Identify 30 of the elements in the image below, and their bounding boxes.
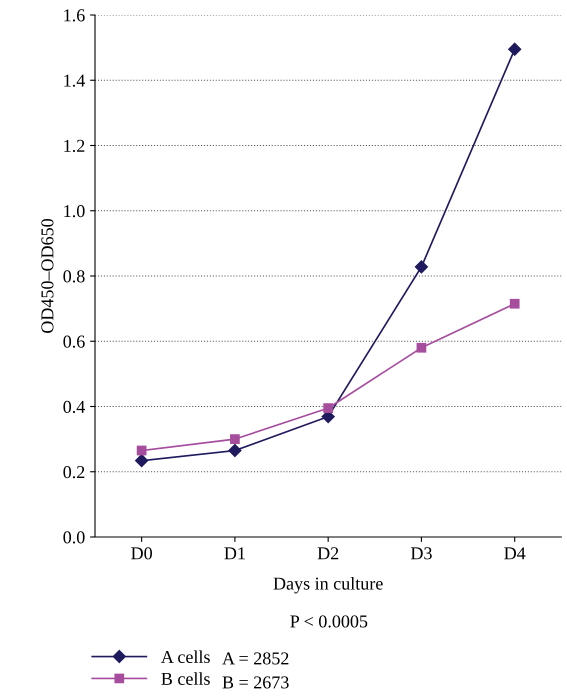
x-axis-title: Days in culture bbox=[274, 576, 383, 594]
x-tick-label: D1 bbox=[224, 547, 245, 560]
point bbox=[416, 342, 426, 353]
y-tick-label: 0.4 bbox=[63, 400, 85, 414]
text: B = 2673 bbox=[222, 676, 289, 689]
point bbox=[414, 260, 428, 274]
y-tick-label: 0.0 bbox=[63, 531, 85, 544]
x-tick-label: D0 bbox=[131, 547, 152, 560]
y-tick-label: 1.2 bbox=[64, 140, 84, 152]
x-tick-label: D3 bbox=[410, 547, 432, 560]
legend-label: B cells bbox=[161, 672, 210, 685]
y-tick-label: 0.2 bbox=[63, 466, 84, 478]
point bbox=[508, 42, 522, 56]
point bbox=[230, 434, 240, 444]
y-tick-label: 1.6 bbox=[64, 9, 85, 22]
point bbox=[510, 298, 520, 309]
y-tick-label: 0.8 bbox=[63, 270, 85, 283]
x-tick-label: D4 bbox=[504, 547, 526, 560]
point bbox=[323, 403, 334, 413]
x-tick-label: D2 bbox=[318, 547, 338, 560]
point bbox=[135, 454, 148, 468]
y-tick-label: 1.4 bbox=[64, 74, 85, 87]
text: A = 2852 bbox=[222, 652, 288, 665]
y-tick-label: 0.6 bbox=[63, 336, 85, 348]
y-tick-label: 1.0 bbox=[64, 205, 85, 218]
legend-label: A cells bbox=[161, 650, 210, 664]
point bbox=[136, 446, 146, 456]
y-axis-title: OD450–OD650 bbox=[41, 219, 54, 333]
point bbox=[228, 444, 242, 458]
text: P < 0.0005 bbox=[290, 615, 368, 628]
